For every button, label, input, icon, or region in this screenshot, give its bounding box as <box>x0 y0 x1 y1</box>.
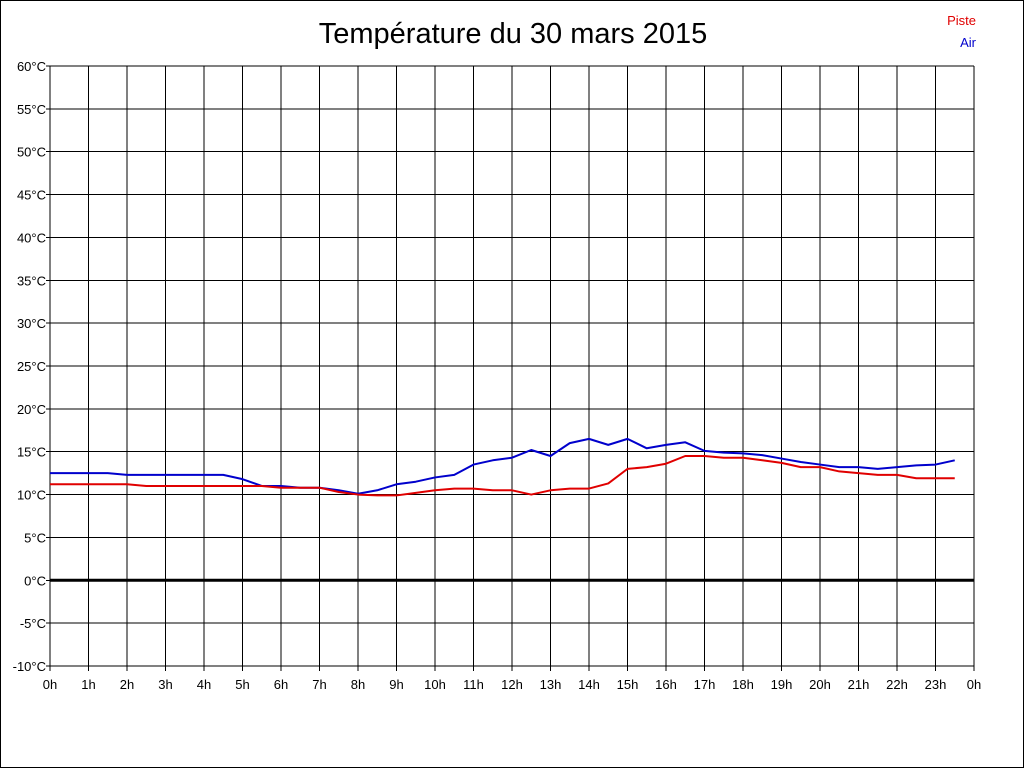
y-tick-label: 0°C <box>24 573 46 588</box>
y-tick-label: -10°C <box>13 659 46 674</box>
y-tick-label: 35°C <box>17 273 46 288</box>
series-line-air <box>50 437 955 495</box>
x-tick-label: 2h <box>120 677 134 692</box>
x-tick-label: 0h <box>43 677 57 692</box>
x-tick-label: 8h <box>351 677 365 692</box>
x-tick-label: 1h <box>81 677 95 692</box>
y-tick-label: 50°C <box>17 145 46 160</box>
y-tick-label: 20°C <box>17 402 46 417</box>
x-tick-label: 6h <box>274 677 288 692</box>
y-tick-label: 45°C <box>17 188 46 203</box>
y-tick-label: 10°C <box>17 488 46 503</box>
legend-entry-air: Air <box>960 35 976 50</box>
y-tick-label: 30°C <box>17 316 46 331</box>
y-tick-label: 40°C <box>17 230 46 245</box>
x-tick-label: 12h <box>501 677 523 692</box>
x-tick-label: 22h <box>886 677 908 692</box>
x-tick-label: 5h <box>235 677 249 692</box>
x-tick-label: 20h <box>809 677 831 692</box>
x-tick-label: 4h <box>197 677 211 692</box>
series-line-piste <box>50 455 955 497</box>
y-tick-label: 25°C <box>17 359 46 374</box>
y-tick-label: 5°C <box>24 530 46 545</box>
x-tick-label: 15h <box>617 677 639 692</box>
x-tick-label: 16h <box>655 677 677 692</box>
x-tick-label: 14h <box>578 677 600 692</box>
x-tick-label: 10h <box>424 677 446 692</box>
chart-title: Température du 30 mars 2015 <box>318 18 708 50</box>
y-tick-label: 15°C <box>17 445 46 460</box>
x-tick-label: 11h <box>463 677 484 692</box>
x-tick-label: 7h <box>312 677 326 692</box>
y-tick-label: 60°C <box>17 59 46 74</box>
x-tick-label: 13h <box>540 677 562 692</box>
x-tick-label: 0h <box>967 677 981 692</box>
x-tick-label: 21h <box>848 677 870 692</box>
x-tick-label: 3h <box>158 677 172 692</box>
x-tick-label: 9h <box>389 677 403 692</box>
x-tick-label: 19h <box>771 677 793 692</box>
y-tick-label: -5°C <box>20 616 46 631</box>
x-tick-label: 18h <box>732 677 754 692</box>
legend-entry-piste: Piste <box>947 13 976 28</box>
y-tick-label: 55°C <box>17 102 46 117</box>
x-tick-label: 23h <box>925 677 947 692</box>
x-tick-label: 17h <box>694 677 716 692</box>
